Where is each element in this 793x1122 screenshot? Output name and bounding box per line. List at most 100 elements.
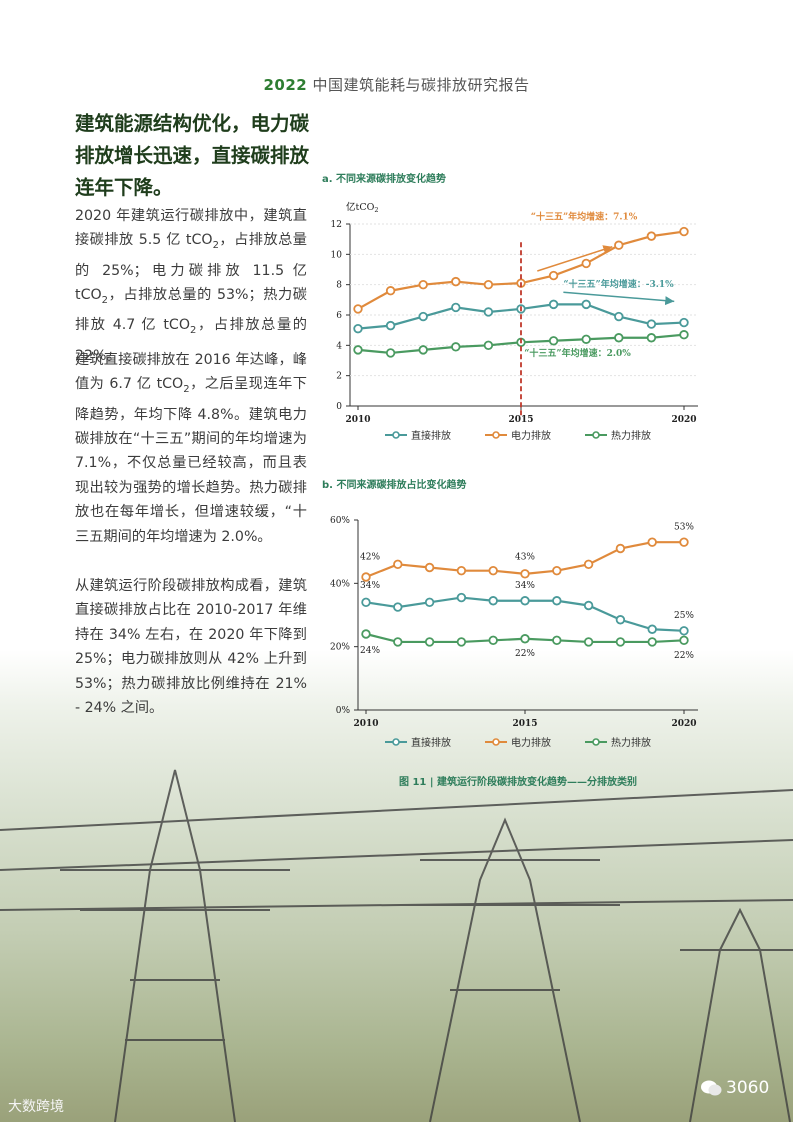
x-tick-label: 2010 [353,719,378,729]
y-tick-label: 4 [336,341,342,351]
data-point [488,635,498,646]
data-point [679,626,689,636]
data-point [520,596,530,606]
annotation-heat: “十三五”年均增速：2.0% [524,347,631,359]
data-point [552,635,562,646]
data-point [353,323,363,334]
data-point [679,317,689,328]
data-point [520,634,530,644]
legend-direct: 直接排放 [385,427,451,442]
data-point [615,543,626,554]
data-label: 34% [360,581,380,591]
data-point [393,559,403,570]
y-tick-label: 2 [336,372,342,382]
data-point [393,602,403,612]
data-point [581,299,591,310]
legend-label: 直接排放 [411,738,451,749]
data-point [456,565,467,576]
data-label: 43% [515,553,535,563]
data-point [361,572,371,582]
data-point [483,340,494,351]
data-point [418,311,428,322]
data-point [385,348,396,358]
paragraph-3: 从建筑运行阶段碳排放构成看，建筑直接碳排放占比在 2010-2017 年维持在 … [75,578,307,717]
section-headline: 建筑能源结构优化，电力碳排放增长迅速，直接碳排放连年下降。 [75,112,310,199]
data-point [548,270,559,281]
y-tick-label: 6 [336,311,342,321]
data-point [424,562,435,573]
chart-b-legend: 直接排放 电力排放 热力排放 [318,734,718,749]
data-point [456,637,467,647]
data-point [679,537,689,547]
legend-direct: 直接排放 [385,734,451,749]
watermark-right: 3060 [700,1078,769,1098]
data-point [451,342,461,352]
legend-label: 电力排放 [511,738,551,749]
chart-a-legend: 直接排放 电力排放 热力排放 [318,427,718,442]
watermark-right-text: 3060 [726,1078,770,1098]
data-point [679,330,689,340]
y-axis-label: 亿tCO2 [346,201,379,214]
y-tick-label: 8 [336,281,342,291]
legend-electric: 电力排放 [485,734,551,749]
legend-label: 直接排放 [411,431,451,442]
data-point [488,596,498,606]
data-point [581,334,591,344]
report-title: 中国建筑能耗与碳排放研究报告 [307,76,530,94]
data-point [552,596,562,606]
chart-b-title: b. 不同来源碳排放占比变化趋势 [322,480,467,491]
report-header: 2022 中国建筑能耗与碳排放研究报告 [0,74,793,95]
paragraph-2: 建筑直接碳排放在 2016 年达峰，峰值为 6.7 亿 tCO2，之后呈现连年下… [75,352,307,545]
data-point [581,258,591,269]
annotation-direct: “十三五”年均增速：-3.1% [563,278,674,290]
direct-trend-arrow [563,291,675,306]
chart-a: 0 2 4 6 8 10 12 2010 2015 2020 亿tCO2 “十三五”年均增速：7.1%… [331,201,698,425]
data-point [520,569,530,579]
data-point [615,637,626,647]
annotation-electric: “十三五”年均增速：7.1% [531,210,638,222]
data-point [451,276,461,287]
data-point [583,600,594,611]
data-point [647,537,657,547]
y-tick-label: 0 [336,402,342,412]
paragraph-1: 2020 年建筑运行碳排放中，建筑直接碳排放 5.5 亿 tCO2，占排放总量的… [75,208,307,364]
data-point [385,320,396,331]
x-tick-label: 2015 [508,415,533,425]
y-tick-label: 10 [331,250,343,260]
x-tick-label: 2020 [671,719,696,729]
data-label: 22% [515,649,535,659]
data-label: 42% [360,553,380,563]
data-point [647,637,657,647]
data-point [614,311,624,322]
x-tick-label: 2020 [671,415,696,425]
chart-b: 0% 20% 40% 60% 2010 2015 2020 42% 34% 24% 43% 34% 22… [330,516,698,729]
legend-label: 热力排放 [611,738,651,749]
legend-heat: 热力排放 [585,427,651,442]
data-point [646,231,657,241]
electric-trend-arrow [537,245,613,272]
y-tick-label: 0% [336,706,351,716]
chart-a-title: a. 不同来源碳排放变化趋势 [322,174,447,185]
data-label: 24% [360,646,380,656]
data-point [361,629,371,639]
data-label: 22% [674,651,694,661]
data-label: 34% [515,581,535,591]
data-point [679,635,689,646]
data-point [583,637,594,647]
data-point [385,286,396,296]
legend-label: 热力排放 [611,431,651,442]
data-point [353,345,363,355]
data-point [424,597,435,608]
data-point [353,304,363,314]
data-point [614,240,624,250]
data-point [483,279,494,290]
data-point [456,592,467,603]
watermark-left: 大数跨境 [8,1096,64,1116]
data-point [361,597,371,608]
legend-label: 电力排放 [511,431,551,442]
y-tick-label: 20% [330,643,350,653]
data-point [647,624,657,634]
power-tower-illustration [0,769,793,1122]
data-point [679,226,689,237]
data-point [583,559,594,570]
